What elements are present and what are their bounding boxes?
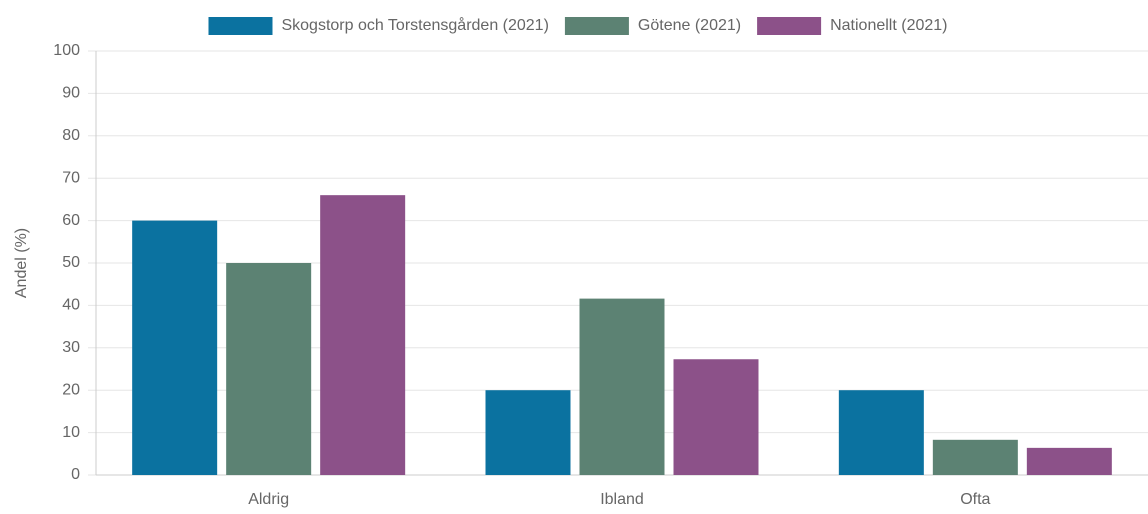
bar: [673, 359, 759, 475]
y-tick-label: 20: [62, 381, 80, 398]
y-tick-label: 40: [62, 297, 80, 314]
y-tick-label: 70: [62, 169, 80, 186]
legend-label: Nationellt (2021): [830, 17, 947, 34]
legend-label: Skogstorp och Torstensgården (2021): [281, 16, 548, 34]
y-tick-label: 80: [62, 127, 80, 144]
y-tick-label: 30: [62, 339, 80, 356]
x-tick-label: Ibland: [600, 491, 644, 508]
legend-swatch: [564, 17, 629, 35]
y-tick-label: 60: [62, 212, 80, 229]
y-tick-label: 50: [62, 254, 80, 271]
bar: [838, 390, 924, 475]
y-tick-label: 100: [53, 42, 80, 59]
x-tick-label: Aldrig: [248, 491, 289, 508]
legend-label: Götene (2021): [638, 17, 741, 34]
legend-swatch: [757, 17, 822, 35]
y-tick-label: 90: [62, 85, 80, 102]
bar: [579, 298, 665, 475]
bar: [1026, 447, 1112, 475]
bar: [320, 195, 406, 475]
y-axis-label: Andel (%): [13, 228, 30, 298]
legend-swatch: [208, 17, 273, 35]
x-tick-label: Ofta: [960, 491, 990, 508]
y-tick-label: 10: [62, 424, 80, 441]
bar: [132, 220, 218, 475]
bar: [226, 263, 312, 475]
y-tick-label: 0: [71, 466, 80, 483]
bar: [485, 390, 571, 475]
bar: [932, 439, 1018, 475]
